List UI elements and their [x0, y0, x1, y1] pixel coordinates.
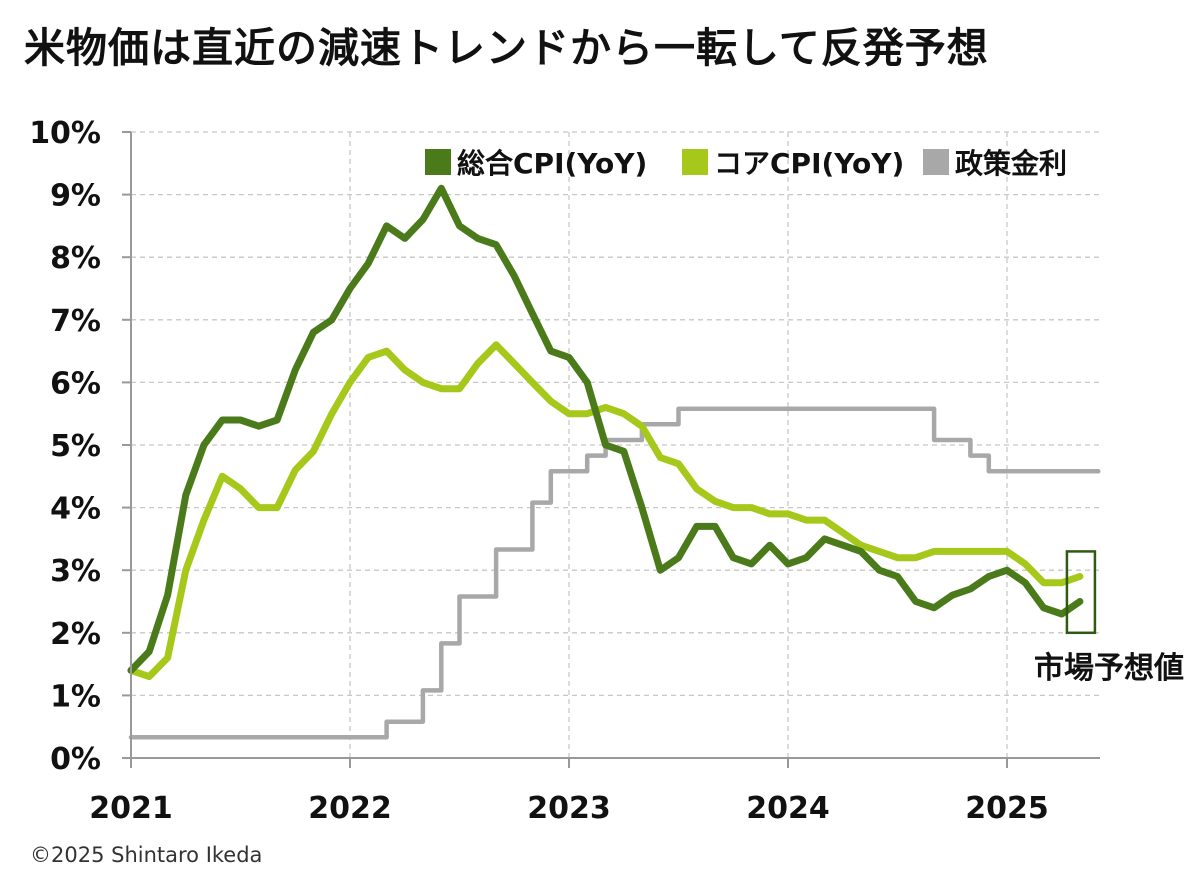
y-tick-label: 5%: [50, 429, 101, 464]
legend: 総合CPI(YoY) コアCPI(YoY) 政策金利: [425, 147, 1067, 180]
y-tick-label: 1%: [50, 679, 101, 714]
copyright-text: ©2025 Shintaro Ikeda: [30, 843, 263, 867]
x-tick-label: 2022: [308, 791, 392, 826]
legend-swatch-0: [425, 149, 451, 175]
legend-swatch-2: [923, 149, 949, 175]
y-tick-label: 10%: [29, 116, 101, 151]
legend-label-1: コアCPI(YoY): [714, 147, 904, 180]
y-tick-label: 0%: [50, 742, 101, 777]
forecast-label: 市場予想値: [1034, 651, 1184, 686]
y-tick-label: 4%: [50, 492, 101, 527]
y-tick-label: 7%: [50, 304, 101, 339]
x-tick-label: 2024: [746, 791, 830, 826]
x-tick-label: 2021: [89, 791, 173, 826]
y-tick-label: 6%: [50, 366, 101, 401]
y-tick-label: 2%: [50, 617, 101, 652]
y-tick-label: 3%: [50, 554, 101, 589]
series-line-0: [127, 184, 1084, 674]
forecast-box: [1065, 550, 1097, 635]
series-layer: [127, 184, 1101, 740]
x-tick-label: 2023: [527, 791, 611, 826]
series-line-2: [128, 406, 1101, 740]
legend-label-2: 政策金利: [955, 147, 1067, 180]
x-tick-label: 2025: [965, 791, 1049, 826]
forecast-annotation: 市場予想値: [1034, 550, 1184, 686]
series-line-1: [127, 341, 1084, 681]
legend-label-0: 総合CPI(YoY): [457, 147, 647, 180]
y-tick-label: 9%: [50, 179, 101, 214]
axes: 0% 1% 2% 3% 4% 5% 6% 7% 8% 9% 10% 2021 2022 2023 2024 2…: [29, 116, 1100, 826]
legend-swatch-1: [682, 149, 708, 175]
y-tick-label: 8%: [50, 241, 101, 276]
chart-title: 米物価は直近の減速トレンドから一転して反発予想: [24, 24, 989, 72]
